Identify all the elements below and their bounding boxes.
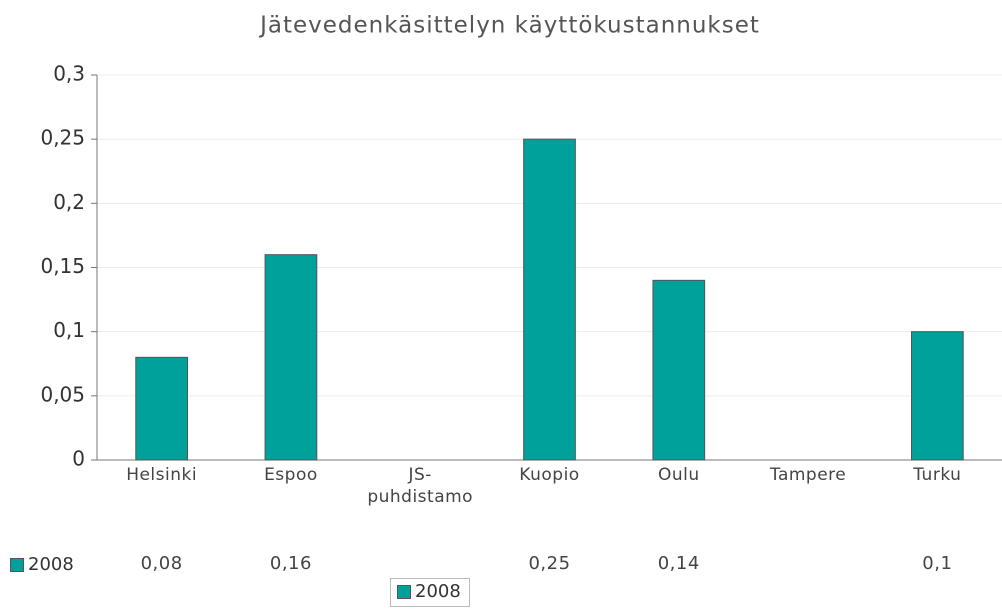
x-tick-label: Espoo	[264, 465, 318, 485]
legend: 2008	[390, 578, 470, 607]
x-tick-label: Tampere	[769, 465, 847, 485]
data-label: 0,16	[269, 553, 312, 574]
y-tick-label: 0,3	[53, 62, 85, 86]
x-tick-label: Helsinki	[126, 465, 198, 485]
bar	[911, 331, 964, 461]
bar	[264, 254, 318, 461]
y-tick-label: 0,2	[53, 190, 85, 214]
data-label: 0,08	[140, 553, 183, 574]
x-tick-label: JS-puhdistamo	[367, 465, 474, 507]
chart-title: Jätevedenkäsittelyn käyttökustannukset	[258, 13, 760, 39]
legend-label: 2008	[28, 554, 74, 575]
x-tick-label: Kuopio	[519, 465, 580, 485]
y-tick-label: 0,1	[53, 318, 85, 342]
legend-label: 2008	[415, 581, 461, 602]
x-tick-label: Oulu	[657, 465, 700, 485]
y-tick-label: 0,05	[40, 382, 85, 406]
data-label: 0,25	[528, 553, 571, 574]
data-label: 0,1	[922, 553, 953, 574]
table-row-key: 2008	[10, 554, 74, 575]
y-tick-label: 0	[72, 447, 85, 471]
legend-swatch	[397, 584, 411, 599]
y-tick-label: 0,25	[40, 126, 85, 150]
bar	[523, 138, 576, 461]
data-label: 0,14	[657, 553, 700, 574]
bar	[652, 279, 706, 461]
y-tick-label: 0,15	[40, 254, 85, 278]
x-tick-label: Turku	[913, 465, 962, 485]
legend-swatch	[10, 557, 24, 572]
bar	[135, 356, 189, 461]
